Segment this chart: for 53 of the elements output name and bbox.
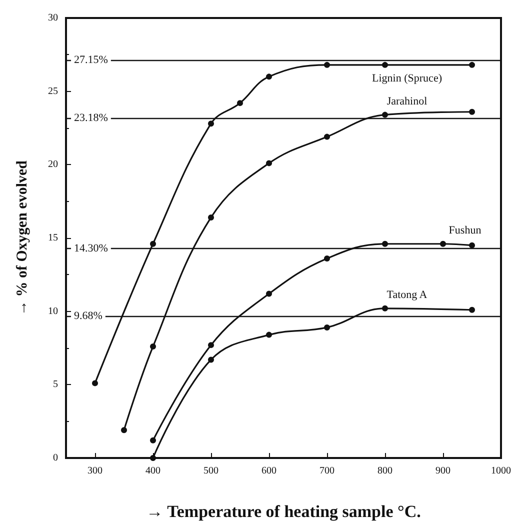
x-tick-label: 800 bbox=[378, 466, 392, 476]
point bbox=[150, 437, 156, 444]
point bbox=[237, 100, 243, 106]
ref-line-label: 9.68% bbox=[74, 310, 102, 322]
point bbox=[266, 160, 272, 166]
series-label: Tatong A bbox=[386, 288, 428, 301]
y-tick-label: 0 bbox=[53, 452, 58, 464]
x-tick-label: 700 bbox=[320, 466, 334, 476]
x-tick-label: 1000 bbox=[491, 466, 511, 476]
point bbox=[208, 356, 214, 363]
y-tick-label: 30 bbox=[48, 12, 58, 24]
y-tick-label: 25 bbox=[48, 86, 58, 97]
point bbox=[266, 332, 272, 338]
series-label: Lignin (Spruce) bbox=[372, 72, 442, 84]
point bbox=[208, 214, 214, 220]
point bbox=[440, 240, 446, 247]
series-label: Jarahinol bbox=[386, 95, 428, 108]
point bbox=[469, 306, 475, 313]
y-axis-title: → % of Oxygen evolved bbox=[14, 160, 30, 316]
point bbox=[121, 427, 127, 434]
x-tick-label: 900 bbox=[436, 466, 450, 476]
point bbox=[92, 380, 98, 386]
point bbox=[208, 120, 214, 127]
point bbox=[469, 108, 475, 115]
point bbox=[208, 342, 214, 348]
y-tick-label: 15 bbox=[48, 232, 58, 244]
point bbox=[324, 256, 330, 262]
point bbox=[382, 240, 388, 247]
x-tick-label: 300 bbox=[88, 466, 102, 476]
point bbox=[469, 242, 475, 248]
x-axis-title: → Temperature of heating sample °C. bbox=[146, 502, 421, 521]
point bbox=[324, 134, 330, 140]
ref-line-label: 27.15% bbox=[74, 54, 108, 66]
point bbox=[324, 324, 330, 330]
point bbox=[469, 62, 475, 68]
ref-line-label: 14.30% bbox=[74, 242, 108, 254]
point bbox=[150, 344, 156, 350]
x-tick-label: 600 bbox=[262, 466, 276, 476]
point bbox=[382, 62, 388, 68]
point bbox=[382, 112, 388, 118]
point bbox=[266, 74, 272, 80]
series-label: Fushun bbox=[448, 224, 482, 236]
point bbox=[382, 305, 388, 312]
y-tick-label: 20 bbox=[48, 159, 58, 170]
point bbox=[150, 240, 156, 247]
y-tick-label: 5 bbox=[53, 379, 58, 390]
point bbox=[266, 290, 272, 297]
point bbox=[324, 62, 330, 68]
x-tick-label: 500 bbox=[204, 466, 218, 476]
y-tick-label: 10 bbox=[48, 306, 58, 317]
x-tick-label: 400 bbox=[146, 466, 160, 476]
ref-line-label: 23.18% bbox=[74, 112, 108, 124]
point bbox=[150, 455, 156, 461]
